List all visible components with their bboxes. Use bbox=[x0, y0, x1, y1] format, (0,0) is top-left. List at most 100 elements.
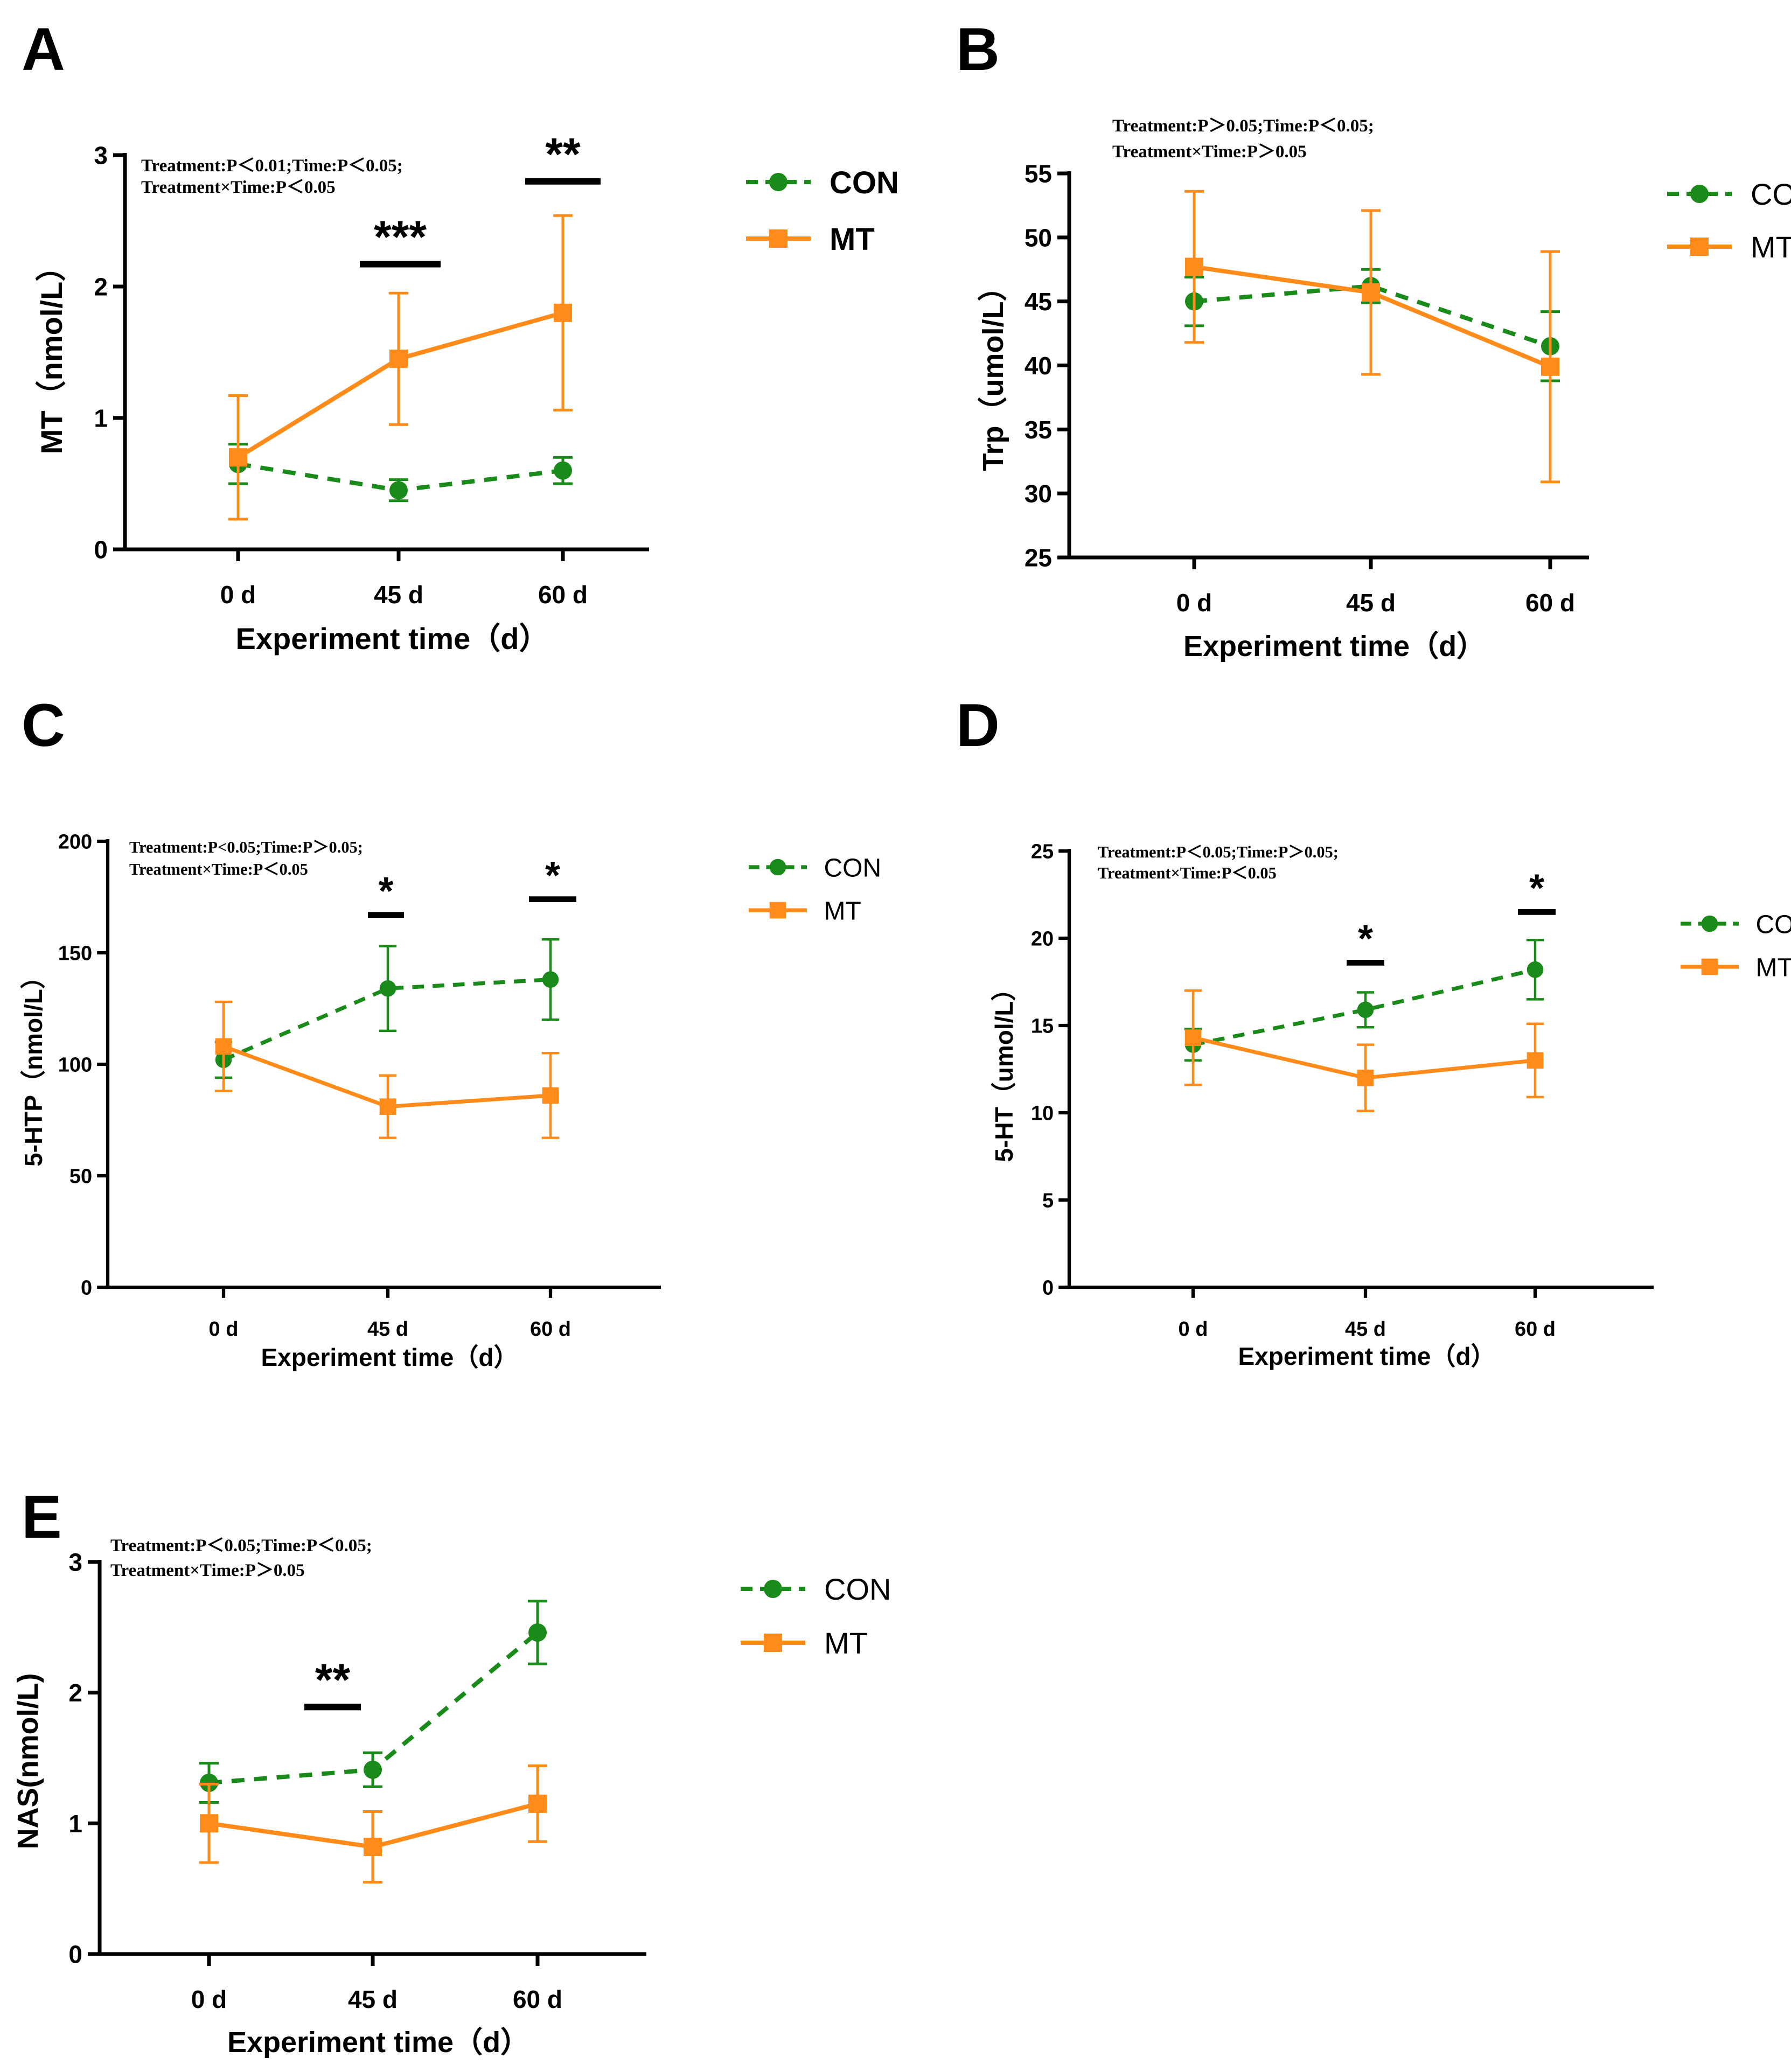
legend-marker bbox=[1690, 238, 1709, 256]
legend-item-mt: MT bbox=[741, 1626, 868, 1660]
stats-annotation: Treatment×Time:P＞0.05 bbox=[1112, 142, 1307, 162]
data-point-mt bbox=[1185, 257, 1203, 276]
data-point-con bbox=[528, 1623, 547, 1642]
panel-b: B 25 30 35 40 45 50 55 0 d 45 d 60 d Experiment tim… bbox=[956, 16, 1791, 662]
stats-annotation: Treatment:P<0.05;Time:P＞0.05; bbox=[129, 838, 363, 856]
series-con bbox=[214, 938, 560, 1079]
y-tick-label: 1 bbox=[94, 404, 108, 432]
significance-label: * bbox=[545, 854, 560, 897]
y-tick-label: 25 bbox=[1031, 841, 1054, 863]
series-line-con bbox=[222, 978, 551, 1062]
x-tick-label: 60 d bbox=[513, 1985, 562, 2013]
x-tick-label: 45 d bbox=[374, 581, 423, 609]
stats-annotation: Treatment×Time:P＜0.05 bbox=[129, 860, 308, 878]
data-point-mt bbox=[1362, 283, 1380, 302]
legend-item-con: CON bbox=[746, 165, 899, 200]
x-tick-label: 45 d bbox=[367, 1318, 408, 1341]
y-tick-label: 0 bbox=[81, 1277, 92, 1300]
panel-letter: E bbox=[22, 1483, 62, 1551]
data-point-mt bbox=[1184, 1029, 1202, 1046]
legend-label: CON bbox=[1756, 910, 1791, 939]
y-tick-label: 0 bbox=[94, 536, 108, 564]
stats-annotation: Treatment:P＞0.05;Time:P＜0.05; bbox=[1112, 116, 1374, 136]
series-mt bbox=[1184, 989, 1544, 1113]
data-point-mt bbox=[364, 1838, 382, 1857]
legend-label: CON bbox=[824, 854, 882, 882]
significance-label: * bbox=[1529, 867, 1544, 910]
series-mt bbox=[228, 214, 573, 521]
series-mt bbox=[199, 1764, 547, 1884]
panel-e: E 0 1 2 3 0 d 45 d 60 d Experiment time（d） NAS(nm… bbox=[12, 1483, 891, 2059]
y-tick-label: 10 bbox=[1031, 1103, 1054, 1125]
series-mt bbox=[1184, 190, 1560, 484]
x-tick-label: 60 d bbox=[538, 581, 588, 609]
y-tick-label: 25 bbox=[1025, 544, 1052, 572]
y-tick-label: 2 bbox=[68, 1679, 82, 1707]
stats-annotation: Treatment×Time:P＜0.05 bbox=[141, 178, 336, 197]
y-tick-label: 45 bbox=[1025, 288, 1052, 316]
data-point-con bbox=[1527, 961, 1544, 978]
panel-letter: C bbox=[22, 692, 65, 759]
stats-annotation: Treatment×Time:P＜0.05 bbox=[1098, 864, 1277, 882]
data-point-mt bbox=[1541, 357, 1559, 376]
panel-c: C 0 50 100 150 200 0 d 45 d 60 d Experiment time（… bbox=[19, 692, 881, 1371]
legend-label: CON bbox=[830, 165, 899, 200]
y-tick-label: 40 bbox=[1025, 352, 1052, 380]
legend-label: CON bbox=[824, 1572, 891, 1606]
x-tick-label: 45 d bbox=[1345, 1318, 1386, 1341]
y-tick-label: 0 bbox=[1042, 1277, 1054, 1300]
legend-item-con: CON bbox=[741, 1572, 891, 1606]
significance-label: * bbox=[378, 870, 393, 913]
x-axis-label: Experiment time（d） bbox=[261, 1343, 519, 1371]
y-tick-label: 50 bbox=[69, 1166, 92, 1188]
y-tick-label: 5 bbox=[1042, 1190, 1054, 1212]
data-point-mt bbox=[528, 1794, 547, 1813]
panel-a: A 0 1 2 3 0 d 45 d 60 d Experiment time（d） MT（nmo… bbox=[22, 16, 899, 655]
significance-label: * bbox=[1358, 918, 1373, 961]
legend-item-mt: MT bbox=[749, 897, 861, 925]
x-tick-label: 60 d bbox=[1525, 589, 1575, 617]
data-point-mt bbox=[200, 1814, 218, 1833]
data-point-mt bbox=[542, 1087, 559, 1104]
data-point-mt bbox=[389, 350, 408, 368]
x-axis-label: Experiment time（d） bbox=[227, 2026, 529, 2059]
x-axis-label: Experiment time（d） bbox=[1238, 1342, 1496, 1370]
data-point-mt bbox=[379, 1098, 396, 1115]
series-line-mt bbox=[236, 310, 564, 459]
legend-marker bbox=[769, 173, 788, 191]
y-axis-label: Trp（umol/L） bbox=[977, 273, 1009, 471]
data-point-mt bbox=[229, 448, 247, 467]
significance-label: ** bbox=[315, 1654, 351, 1705]
series-con bbox=[228, 443, 573, 503]
y-tick-label: 20 bbox=[1031, 928, 1054, 951]
x-tick-label: 45 d bbox=[1346, 589, 1396, 617]
y-tick-label: 2 bbox=[94, 273, 108, 301]
series-mt bbox=[214, 1000, 560, 1139]
legend-item-con: CON bbox=[749, 854, 881, 882]
x-tick-label: 0 d bbox=[1176, 589, 1212, 617]
x-tick-label: 60 d bbox=[1515, 1318, 1556, 1341]
x-tick-label: 0 d bbox=[191, 1985, 227, 2013]
y-axis-label: NAS(nmol/L) bbox=[12, 1673, 44, 1850]
x-tick-label: 45 d bbox=[348, 1985, 398, 2013]
series-con bbox=[199, 1600, 547, 1804]
data-point-con bbox=[389, 481, 408, 500]
data-point-con bbox=[554, 461, 572, 480]
stats-annotation: Treatment×Time:P＞0.05 bbox=[110, 1561, 305, 1580]
y-tick-label: 30 bbox=[1025, 480, 1052, 508]
legend-marker bbox=[1701, 958, 1718, 975]
data-point-mt bbox=[215, 1038, 232, 1055]
panel-letter: B bbox=[956, 16, 1000, 83]
x-tick-label: 60 d bbox=[530, 1318, 571, 1341]
legend-item-con: CON bbox=[1667, 177, 1791, 211]
legend-marker bbox=[1701, 915, 1718, 932]
y-tick-label: 0 bbox=[68, 1941, 82, 1969]
data-point-mt bbox=[554, 303, 572, 322]
y-axis-label: 5-HT（umol/L） bbox=[990, 976, 1018, 1162]
legend-item-con: CON bbox=[1681, 910, 1791, 939]
x-axis-label: Experiment time（d） bbox=[236, 622, 549, 655]
significance-label: *** bbox=[374, 212, 427, 262]
data-point-con bbox=[1357, 1001, 1374, 1018]
data-point-mt bbox=[1357, 1069, 1374, 1086]
y-tick-label: 100 bbox=[58, 1054, 92, 1077]
